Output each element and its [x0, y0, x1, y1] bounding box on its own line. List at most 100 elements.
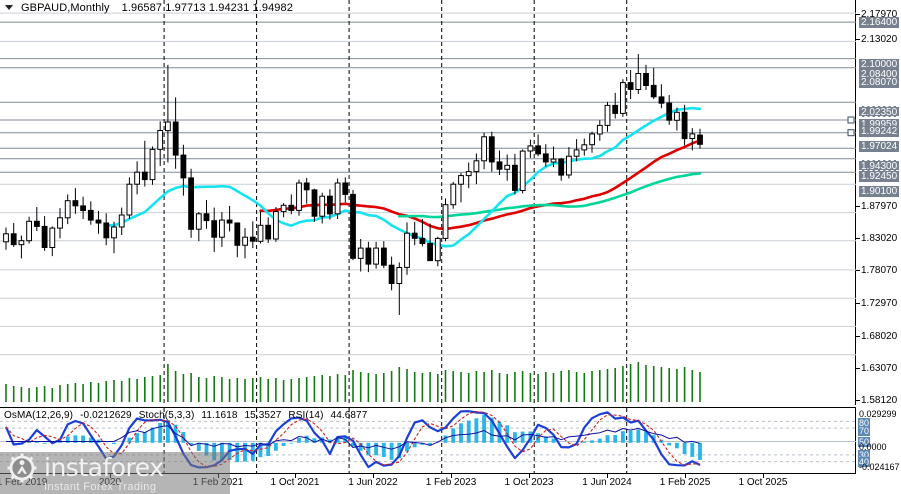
candlestick: [481, 132, 488, 170]
candle-body: [226, 219, 233, 224]
candle-body: [581, 144, 588, 151]
indicator-legend: OsMA(12,26,9) -0.0212629 Stoch(5,3,3) 11.16…: [4, 410, 374, 421]
candlestick: [419, 219, 426, 247]
candle-body: [612, 104, 619, 114]
candle-body: [180, 154, 187, 179]
candle-body: [689, 133, 696, 139]
candlestick: [635, 54, 642, 94]
candlestick: [411, 221, 418, 246]
price-axis-tick: [856, 368, 860, 369]
candlestick: [396, 262, 403, 315]
candle-body: [242, 236, 248, 246]
symbol-period-label: GBPAUD,Monthly: [21, 1, 110, 14]
candlestick: [388, 256, 395, 291]
candle-body: [442, 204, 449, 239]
time-axis-tick: [607, 474, 608, 478]
candle-body: [327, 195, 333, 215]
candle-body: [681, 111, 688, 140]
candle-body: [64, 200, 71, 219]
candlestick: [473, 153, 480, 185]
candle-body: [334, 182, 341, 215]
candle-body: [396, 267, 403, 284]
price-axis-label[interactable]: 1.92450: [859, 171, 900, 182]
price-axis-label[interactable]: 1.99959: [859, 119, 900, 130]
price-axis-label[interactable]: 2.16400: [859, 17, 900, 28]
candlestick: [188, 168, 194, 238]
candlestick: [319, 192, 326, 224]
candle-body: [188, 177, 194, 230]
price-axis-label: 1.78070: [861, 265, 898, 276]
candle-body: [450, 183, 457, 206]
rsi-line: [6, 425, 701, 450]
candle-body: [234, 222, 241, 246]
candle-body: [219, 219, 225, 238]
candlestick: [87, 201, 94, 225]
candle-body: [319, 195, 326, 217]
candle-body: [620, 82, 626, 114]
price-axis-label[interactable]: 1.90100: [859, 186, 900, 197]
price-axis-label: 1.68020: [861, 331, 898, 342]
candlestick: [442, 198, 449, 242]
price-axis-label[interactable]: 2.08070: [859, 77, 900, 88]
chevron-down-icon[interactable]: [5, 5, 13, 10]
candle-body: [172, 121, 179, 156]
candle-body: [288, 204, 295, 211]
candlestick: [674, 107, 680, 131]
candlestick: [257, 211, 264, 244]
candlestick: [381, 241, 387, 269]
level-handle[interactable]: [847, 129, 855, 137]
stoch-label: Stoch(5,3,3): [138, 410, 195, 421]
candlestick: [111, 221, 117, 254]
price-axis-label[interactable]: 2.02350: [859, 106, 900, 118]
candlestick: [64, 194, 71, 225]
indicator-axis-label: 0.029299: [859, 409, 897, 419]
candlestick: [620, 79, 626, 117]
indicator-axis-label[interactable]: 70: [858, 426, 871, 436]
time-axis-label: 1 Oct 2021: [270, 477, 320, 488]
candlestick: [450, 181, 457, 209]
time-axis-label: 1 Feb 2021: [192, 477, 244, 488]
candle-body: [303, 182, 310, 191]
indicator-axis-label[interactable]: 40: [858, 457, 871, 467]
indicator-axis-label[interactable]: 30: [858, 450, 871, 460]
stoch-signal-line: [5, 411, 700, 468]
candle-body: [411, 232, 418, 239]
candlestick: [296, 179, 302, 216]
stoch-main-line: [4, 410, 701, 469]
time-axis-label: 2020: [98, 477, 122, 488]
candle-body: [519, 150, 526, 192]
price-axis[interactable]: 2.17970 2.16400 2.13020 2.10000 2.08400 2.080…: [856, 0, 901, 406]
price-axis-label[interactable]: 2.08400: [859, 69, 900, 80]
price-axis-tick: [856, 238, 860, 239]
candlestick: [357, 239, 364, 272]
time-axis-tick: [685, 474, 686, 478]
rsi-label: RSI(14): [288, 410, 324, 421]
candle-body: [488, 136, 495, 163]
candlestick: [249, 221, 256, 249]
price-axis-label[interactable]: 1.94300: [859, 160, 900, 172]
candlestick: [327, 189, 333, 220]
candle-body: [373, 247, 380, 265]
candle-body: [203, 213, 210, 222]
candle-body: [296, 182, 302, 211]
level-handle[interactable]: [847, 116, 855, 124]
indicator-panel[interactable]: [0, 407, 856, 475]
price-axis-label[interactable]: 1.99242: [859, 126, 900, 137]
candlestick: [34, 207, 40, 231]
indicator-axis-label[interactable]: 50: [858, 437, 871, 447]
price-chart-panel[interactable]: [0, 0, 856, 405]
indicator-axis-label[interactable]: 80: [858, 418, 871, 428]
price-axis-label[interactable]: 1.97024: [859, 141, 900, 152]
time-axis-tick: [295, 474, 296, 478]
indicator-axis[interactable]: 0.029299 80 70 50 0.0000 30 40 -0.024167: [856, 407, 901, 474]
candlestick: [458, 172, 464, 203]
candle-body: [573, 149, 580, 157]
candle-body: [49, 227, 56, 249]
candlestick: [650, 67, 657, 100]
time-axis-label: 1 Jun 2024: [582, 477, 632, 488]
indicator-canvas: [0, 408, 856, 475]
time-axis[interactable]: 1 Feb 2019 2020 1 Feb 2021 1 Oct 2021 1 Jun …: [0, 474, 901, 494]
price-axis-label[interactable]: 2.10000: [859, 59, 900, 70]
osma-label: OsMA(12,26,9): [4, 410, 74, 421]
candle-body: [604, 104, 611, 126]
